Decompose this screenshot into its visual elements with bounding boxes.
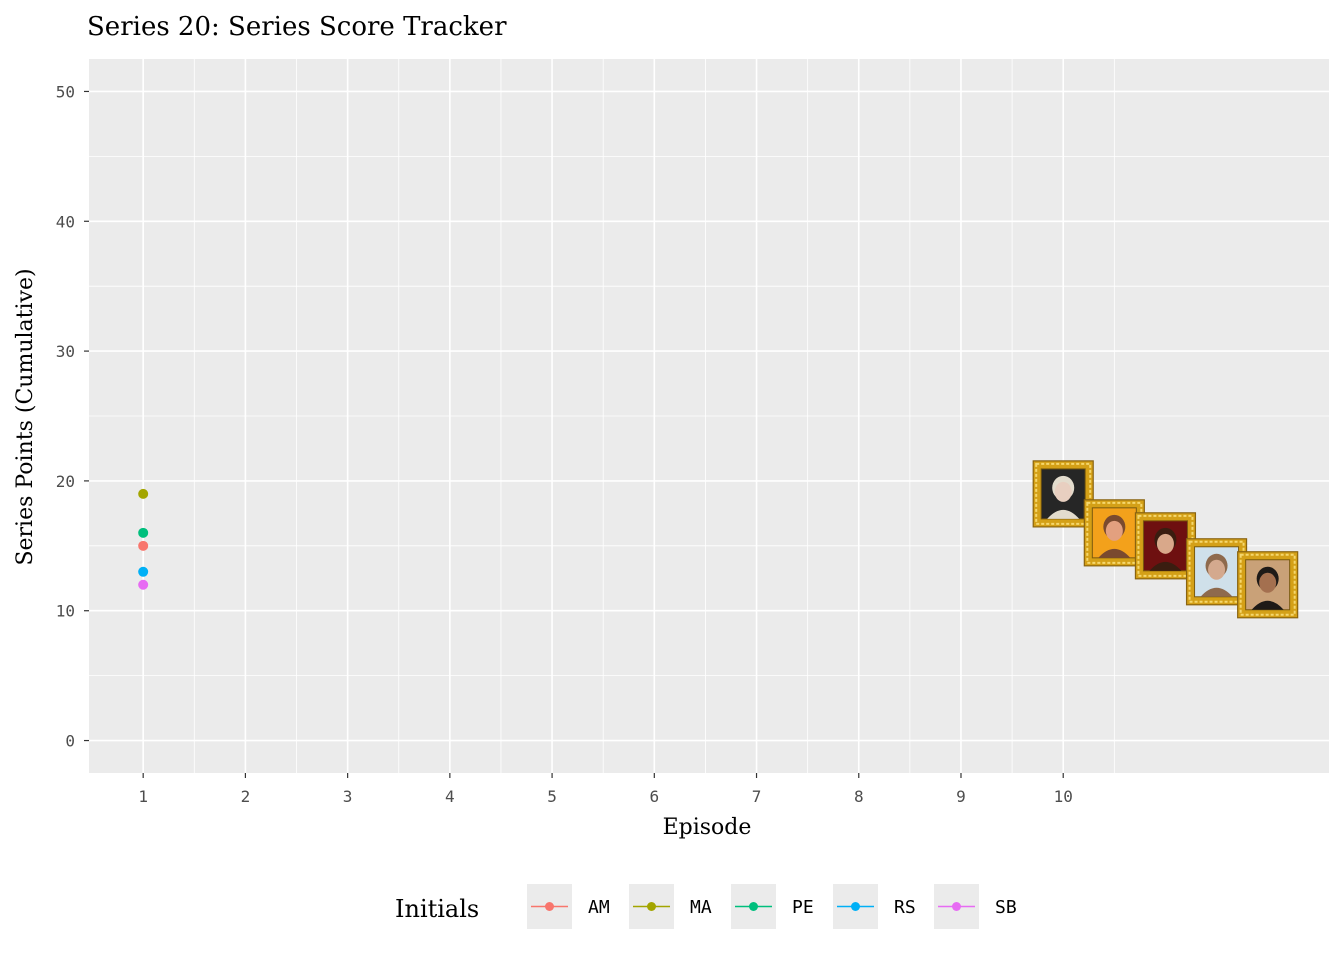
series-rs: [138, 566, 149, 577]
series-am: [138, 540, 149, 551]
y-axis-title: Series Points (Cumulative): [13, 268, 38, 565]
x-tick-label: 4: [445, 787, 455, 806]
legend-item-sb: SB: [934, 884, 1017, 929]
y-tick-label: 40: [56, 212, 75, 231]
x-tick-label: 5: [547, 787, 557, 806]
portrait-blonde-woman-icon: [1032, 460, 1094, 528]
x-tick-label: 8: [854, 787, 864, 806]
x-tick-label: 9: [956, 787, 966, 806]
portrait-smiling-man-icon: [1083, 499, 1145, 567]
data-point: [138, 488, 149, 499]
series-sb: [138, 579, 149, 590]
legend-label: RS: [894, 897, 916, 918]
legend-item-ma: MA: [629, 884, 712, 929]
legend-item-rs: RS: [833, 884, 916, 929]
legend-item-pe: PE: [731, 884, 814, 929]
portrait-dark-haired-woman-icon: [1134, 512, 1197, 580]
legend: Initials AM MA PE RS SB: [395, 884, 1017, 929]
data-point: [138, 566, 149, 577]
x-tick-label: 10: [1054, 787, 1073, 806]
x-tick-label: 3: [343, 787, 353, 806]
x-tick-label: 2: [241, 787, 251, 806]
y-tick-label: 20: [56, 472, 75, 491]
legend-item-am: AM: [527, 884, 610, 929]
legend-key-point: [851, 902, 860, 911]
legend-key-point: [952, 902, 961, 911]
data-point: [138, 579, 149, 590]
x-tick-label: 1: [138, 787, 148, 806]
y-axis: 0 10 20 30 40 50: [56, 82, 89, 751]
legend-label: AM: [588, 897, 610, 918]
legend-label: SB: [995, 897, 1017, 918]
data-point: [138, 527, 149, 538]
data-point: [138, 540, 149, 551]
legend-key-point: [545, 902, 554, 911]
portrait-glasses-man-icon: [1237, 551, 1299, 619]
x-tick-label: 6: [649, 787, 659, 806]
legend-label: MA: [690, 897, 712, 918]
y-tick-label: 50: [56, 82, 75, 101]
legend-items: AM MA PE RS SB: [527, 884, 1017, 929]
series-ma: [138, 488, 149, 499]
portrait-layer: [1032, 460, 1299, 619]
series-pe: [138, 527, 149, 538]
x-axis: 1 2 3 4 5 6 7 8 9 10: [138, 773, 1073, 806]
y-tick-label: 30: [56, 342, 75, 361]
y-tick-label: 10: [56, 602, 75, 621]
legend-title: Initials: [395, 895, 479, 923]
series-layer: [138, 488, 149, 590]
x-tick-label: 7: [752, 787, 762, 806]
portrait-bearded-man-icon: [1185, 538, 1248, 606]
grid-minor: [89, 59, 1329, 773]
chart-title: Series 20: Series Score Tracker: [87, 12, 507, 42]
grid-major: [89, 59, 1329, 773]
legend-key-point: [749, 902, 758, 911]
x-axis-title: Episode: [663, 815, 752, 840]
legend-key-point: [647, 902, 656, 911]
y-tick-label: 0: [65, 732, 75, 751]
legend-label: PE: [792, 897, 814, 918]
